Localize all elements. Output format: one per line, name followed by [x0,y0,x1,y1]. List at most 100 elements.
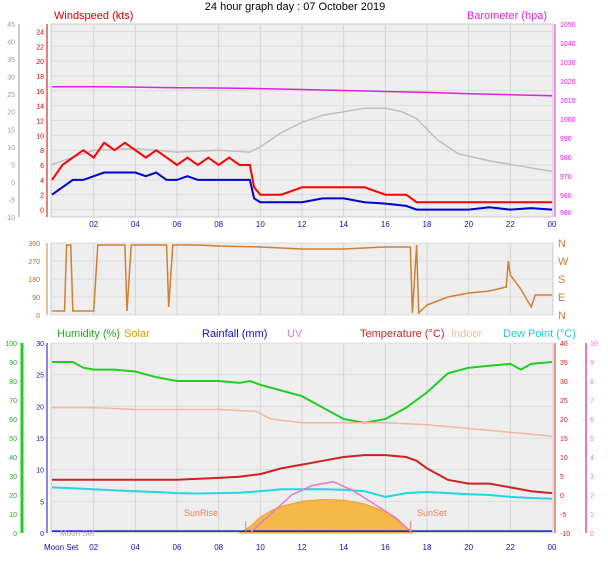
outer-left-tick-label: 35 [7,57,15,64]
series-line-humidity [52,361,553,424]
x-tick-label: 20 [464,543,473,552]
left-tick-label: 12 [36,119,44,126]
right-tick-label: 1020 [560,79,576,86]
humidity-tick-label: 10 [9,512,17,519]
direction-panel-series [52,244,552,315]
temp-tick-label: 25 [560,398,568,405]
x-tick-label: 18 [423,543,432,552]
humidity-tick-label: 40 [9,455,17,462]
uv-tick-label: 2 [590,493,594,500]
temp-tick-label: 35 [560,360,568,367]
uv-tick-label: 9 [590,360,594,367]
legend-rainfall: Rainfall (mm) [202,328,267,340]
x-tick-label: 04 [131,220,140,229]
series-line-indoor [52,406,553,437]
humidity-tick-label: 20 [9,493,17,500]
outer-left-tick-label: 20 [7,110,15,117]
legend-humidity: Humidity (%) [57,328,120,340]
right-tick-label: 990 [560,136,572,143]
x-tick-label: 12 [298,543,307,552]
x-tick-label: 04 [131,543,140,552]
uv-tick-label: 10 [590,341,598,348]
rain-tick-label: 25 [36,373,44,380]
humidity-tick-label: 80 [9,379,17,386]
legend-uv: UV [287,328,303,340]
legend-dewpoint: Dew Point (°C) [503,328,576,340]
left-tick-label: 0 [36,313,40,320]
rain-tick-label: 15 [36,436,44,443]
rain-tick-label: 10 [36,468,44,475]
uv-tick-label: 1 [590,512,594,519]
temp-panel-series [51,361,553,534]
annotation-sunset: SunSet [417,508,447,518]
compass-label: N [558,238,566,250]
uv-tick-label: 0 [590,531,594,538]
legend-solar: Solar [124,328,150,340]
left-tick-label: 180 [28,277,40,284]
rain-tick-label: 30 [36,341,44,348]
compass-label: S [558,274,565,286]
humidity-tick-label: 50 [9,436,17,443]
outer-left-tick-label: -5 [9,197,15,204]
x-tick-label: 10 [256,220,265,229]
x-tick-label: 22 [506,543,515,552]
direction-panel-grid [51,242,553,316]
x-tick-label: 02 [89,543,98,552]
outer-left-tick-label: 5 [11,162,15,169]
annotation-moon-set-left: Moon Set [44,543,79,552]
outer-left-tick-label: 45 [7,22,15,29]
right-tick-label: 980 [560,210,572,217]
left-tick-label: 0 [40,208,44,215]
outer-left-tick-label: 10 [7,145,15,152]
left-tick-label: 4 [40,178,44,185]
outer-left-tick-label: -10 [5,215,15,222]
right-tick-label: 1000 [560,117,576,124]
temp-tick-label: 30 [560,379,568,386]
x-tick-label: 08 [214,220,223,229]
right-tick-label: 1040 [560,41,576,48]
humidity-tick-label: 60 [9,417,17,424]
series-line-2 [51,107,553,173]
left-tick-label: 22 [36,44,44,51]
rain-tick-label: 5 [40,499,44,506]
x-tick-label: 02 [89,220,98,229]
wind-panel-axes: -10-505101520253035404502468101214161820… [5,22,576,229]
left-tick-label: 6 [40,163,44,170]
humidity-tick-label: 90 [9,360,17,367]
left-tick-label: 10 [36,133,44,140]
series-line-1 [52,85,553,97]
compass-label: N [558,310,566,322]
x-tick-label: 12 [298,220,307,229]
left-tick-label: 90 [32,295,40,302]
uv-tick-label: 6 [590,417,594,424]
x-tick-label: 14 [339,220,348,229]
x-tick-label: 20 [464,220,473,229]
series-line-dew [51,486,553,500]
left-tick-label: 14 [36,104,44,111]
temp-panel-grid [51,342,553,534]
series-line-3 [51,141,552,204]
annotation-sunrise: SunRise [184,508,218,518]
x-tick-label: 08 [214,543,223,552]
series-line-4 [51,171,553,211]
rain-tick-label: 20 [36,404,44,411]
uv-tick-label: 7 [590,398,594,405]
humidity-tick-label: 0 [13,531,17,538]
left-tick-label: 20 [36,59,44,66]
outer-left-tick-label: 25 [7,92,15,99]
left-tick-label: 270 [28,259,40,266]
left-tick-label: 16 [36,89,44,96]
left-tick-label: 2 [40,193,44,200]
right-tick-label: 970 [560,174,572,181]
rain-tick-label: 0 [40,531,44,538]
compass-label: W [558,256,569,268]
left-tick-label: 8 [40,148,44,155]
uv-tick-label: 5 [590,436,594,443]
temp-tick-label: -10 [560,531,570,538]
x-tick-label: 00 [548,220,557,229]
page-title: 24 hour graph day : 07 October 2019 [205,1,385,13]
temp-panel-axes: 0102030405060708090100051015202530-10-50… [5,341,598,552]
right-tick-label: 980 [560,155,572,162]
